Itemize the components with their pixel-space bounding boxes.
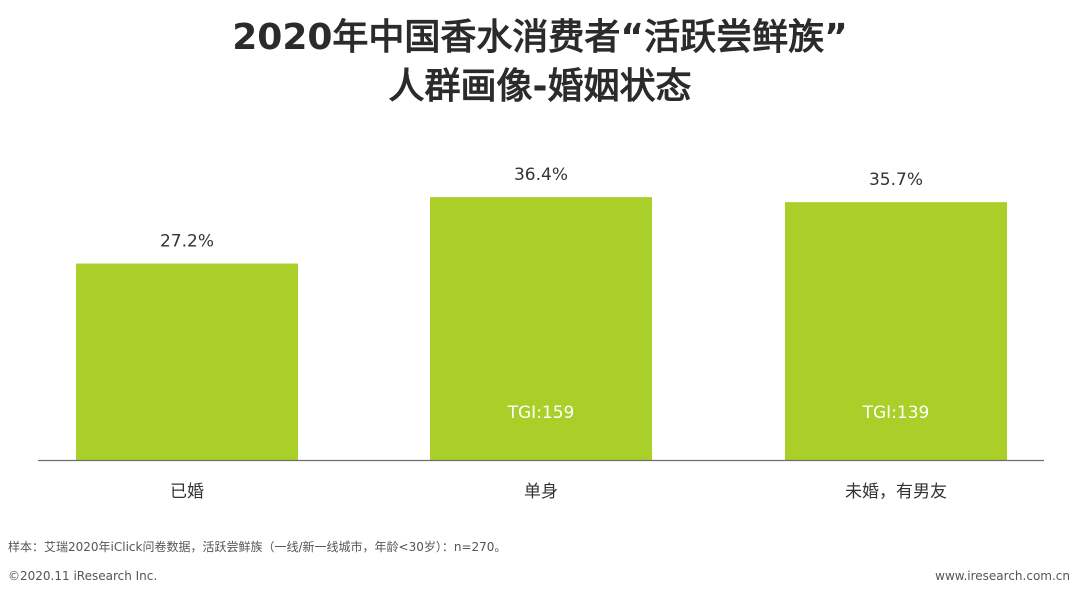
category-label-0: 已婚 [170, 482, 204, 502]
data-label-2: 35.7% [869, 170, 923, 190]
bar-2 [785, 202, 1007, 460]
category-label-2: 未婚，有男友 [845, 482, 947, 502]
sample-note: 样本：艾瑞2020年iClick问卷数据，活跃尝鲜族（一线/新一线城市，年龄<3… [8, 540, 507, 554]
category-label-1: 单身 [524, 482, 558, 502]
data-label-1: 36.4% [514, 165, 568, 185]
bar-1 [430, 197, 652, 460]
bar-0 [76, 263, 298, 460]
tgi-label-1: TGI:159 [507, 403, 575, 423]
chart-title-line-1: 2020年中国香水消费者“活跃尝鲜族” [232, 17, 848, 58]
tgi-label-2: TGI:139 [862, 403, 930, 423]
data-label-0: 27.2% [160, 232, 214, 252]
copyright-text: ©2020.11 iResearch Inc. [8, 569, 158, 583]
chart-title-line-2: 人群画像-婚姻状态 [388, 66, 692, 107]
website-link[interactable]: www.iresearch.com.cn [935, 569, 1070, 583]
bars-layer: 27.2% 已婚 36.4% TGI:159 单身 35.7% TGI:139 未婚，有男友 [76, 165, 1007, 502]
